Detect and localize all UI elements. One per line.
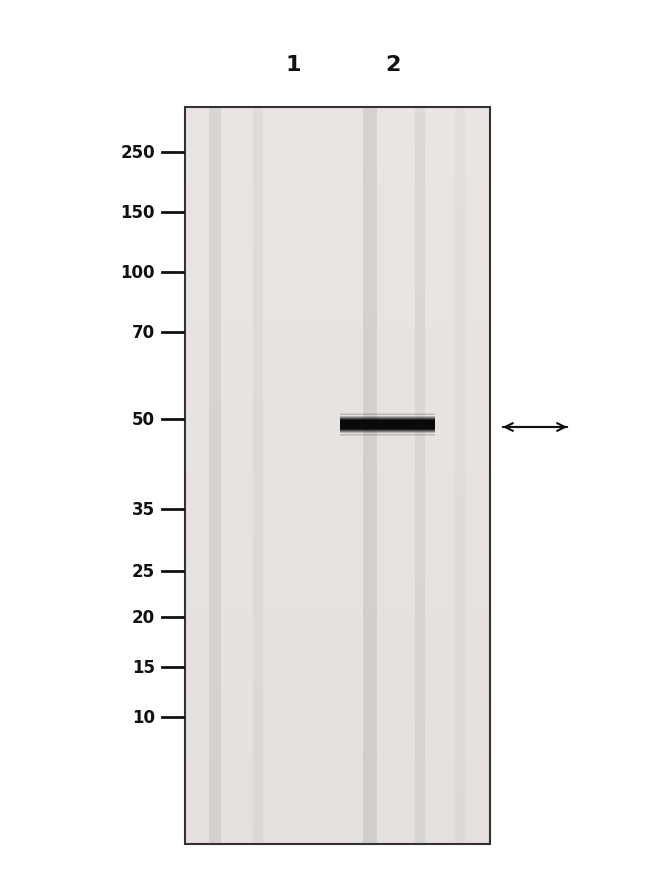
Text: 20: 20	[132, 608, 155, 627]
Text: 70: 70	[132, 323, 155, 342]
Bar	[185, 108, 490, 844]
Text: 100: 100	[120, 263, 155, 282]
Text: 1: 1	[285, 55, 301, 75]
Text: 150: 150	[120, 203, 155, 222]
Text: 35: 35	[132, 501, 155, 519]
Text: 250: 250	[120, 144, 155, 162]
Text: 50: 50	[132, 410, 155, 428]
Text: 2: 2	[385, 55, 400, 75]
Text: 15: 15	[132, 658, 155, 676]
Text: 25: 25	[132, 562, 155, 580]
Text: 10: 10	[132, 708, 155, 726]
